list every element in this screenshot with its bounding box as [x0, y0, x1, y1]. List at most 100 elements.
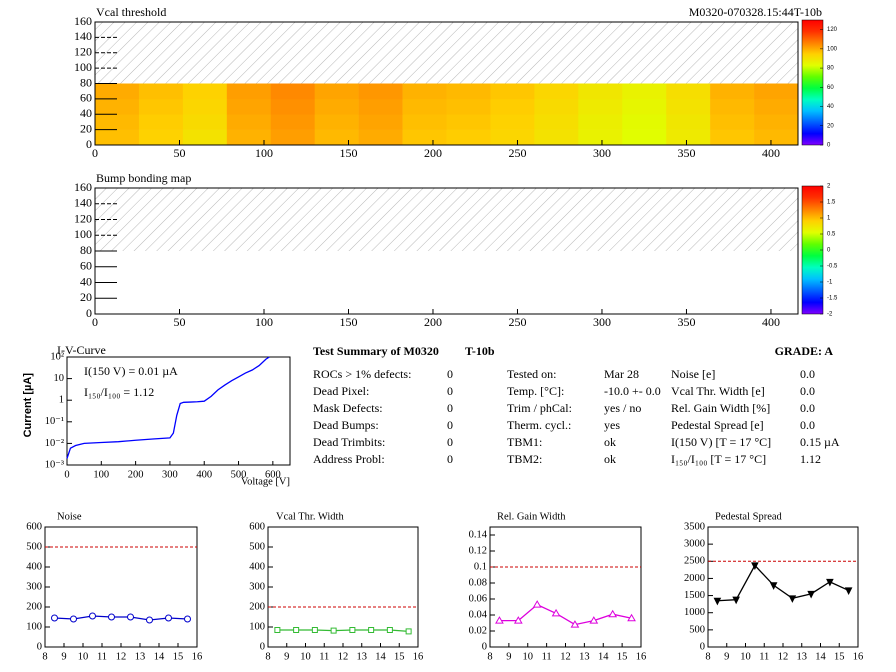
summary-value: 0: [447, 384, 453, 398]
x-tick-label: 11: [319, 651, 329, 662]
y-tick-label: 10⁻²: [45, 438, 64, 449]
heat-cell: [754, 83, 799, 100]
y-tick-label: 400: [26, 561, 42, 572]
summary-grade: GRADE: A: [775, 344, 834, 358]
heat-cell: [446, 83, 491, 100]
x-tick-label: 12: [338, 651, 349, 662]
colorbar: [801, 185, 824, 315]
summary-label: TBM2:: [507, 452, 542, 466]
marker: [108, 613, 115, 621]
heat-cell: [446, 114, 491, 130]
summary-value: yes / no: [604, 401, 641, 415]
y-tick-label: 600: [26, 521, 42, 532]
plot-frame: [707, 526, 859, 648]
y-tick-label: 100: [249, 621, 265, 632]
y-tick-label: 0.04: [469, 609, 488, 620]
colorbar-label: 0.5: [827, 232, 836, 238]
heat-cell: [226, 114, 272, 130]
y-tick-label: 200: [26, 601, 42, 612]
chart-title: I-V-Curve: [57, 343, 106, 357]
summary-value: 0.0: [800, 401, 815, 415]
summary-label: Dead Trimbits:: [313, 435, 385, 449]
y-tick-label: 120: [74, 45, 92, 59]
summary-label: Rel. Gain Width [%]: [671, 401, 770, 415]
chart-title: Noise: [57, 511, 82, 522]
x-tick-label: 14: [598, 651, 609, 662]
x-tick-label: 16: [413, 651, 424, 662]
y-tick-label: 10⁻¹: [45, 416, 64, 427]
summary-value: yes: [604, 418, 620, 432]
heat-cell: [754, 114, 799, 130]
marker: [589, 616, 599, 624]
heat-cell: [402, 129, 447, 146]
marker: [570, 620, 580, 628]
heat-cell: [138, 129, 184, 146]
x-tick-label: 0: [64, 469, 69, 480]
heat-cell: [270, 114, 315, 130]
summary-label: Pedestal Spread [e]: [671, 418, 764, 432]
x-tick-label: 300: [593, 315, 611, 329]
y-tick-label: 120: [74, 211, 92, 225]
heat-cell: [270, 98, 315, 115]
heat-cell: [358, 98, 403, 115]
x-tick-label: 9: [506, 651, 511, 662]
heat-cell: [534, 83, 579, 100]
x-tick-label: 16: [853, 651, 864, 662]
x-tick-label: 200: [424, 146, 442, 160]
heat-cell: [490, 129, 535, 146]
x-axis-label: Voltage [V]: [241, 476, 290, 487]
summary-value: -10.0 +- 0.0: [604, 384, 661, 398]
x-tick-label: 300: [593, 146, 611, 160]
marker: [165, 614, 172, 622]
x-tick-label: 500: [231, 469, 247, 480]
x-tick-label: 10: [300, 651, 311, 662]
x-tick-label: 250: [508, 315, 526, 329]
summary-label: ROCs > 1% defects:: [313, 367, 411, 381]
marker: [495, 616, 504, 624]
heat-cell: [622, 114, 667, 130]
y-tick-label: 80: [80, 243, 92, 257]
x-tick-label: 11: [542, 651, 552, 662]
heat-cell: [622, 129, 667, 146]
marker: [844, 587, 853, 596]
x-tick-label: 150: [339, 315, 357, 329]
marker: [386, 627, 393, 633]
y-tick-label: 20: [80, 121, 92, 135]
marker: [788, 595, 797, 603]
summary-label: I₁₅₀/I₁₀₀ [T = 17 °C]: [671, 452, 766, 466]
x-tick-label: 8: [265, 651, 270, 662]
x-tick-label: 14: [154, 651, 165, 662]
x-tick-label: 16: [192, 651, 203, 662]
y-tick-label: 1: [59, 395, 64, 406]
x-tick-label: 10: [523, 651, 534, 662]
summary-label: Therm. cycl.:: [507, 418, 571, 432]
plot-frame: [267, 526, 419, 648]
colorbar-label: 80: [827, 66, 834, 72]
marker: [70, 615, 77, 623]
heat-cell: [754, 98, 799, 115]
x-tick-label: 12: [116, 651, 127, 662]
colorbar-label: 100: [827, 46, 838, 52]
heat-cell: [182, 83, 228, 100]
summary-value: 0.0: [800, 384, 815, 398]
heat-cell: [314, 114, 359, 130]
summary-value: ok: [604, 452, 616, 466]
summary-label: I(150 V) [T = 17 °C]: [671, 435, 771, 449]
marker: [532, 600, 542, 608]
heat-cell: [622, 83, 667, 100]
y-tick-label: 500: [26, 541, 42, 552]
marker: [184, 615, 191, 623]
heat-cell: [534, 114, 579, 130]
marker: [293, 627, 300, 633]
x-tick-label: 15: [173, 651, 184, 662]
heat-cell: [666, 98, 711, 115]
summary-label: Temp. [°C]:: [507, 384, 564, 398]
heat-cell: [710, 129, 755, 146]
y-tick-label: 2000: [684, 573, 705, 584]
heat-cell: [710, 83, 755, 100]
heat-cell: [358, 129, 403, 146]
y-tick-label: 40: [80, 106, 92, 120]
data-line: [277, 629, 409, 633]
heat-cell: [402, 83, 447, 100]
